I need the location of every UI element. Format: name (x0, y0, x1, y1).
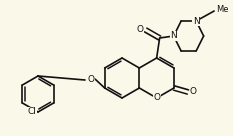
Text: O: O (88, 75, 95, 84)
Text: Me: Me (216, 5, 229, 15)
Text: O: O (190, 87, 197, 97)
Text: Cl: Cl (27, 107, 36, 117)
Text: N: N (170, 32, 177, 41)
Text: N: N (193, 16, 199, 26)
Text: O: O (137, 24, 144, 33)
Text: O: O (153, 94, 160, 103)
